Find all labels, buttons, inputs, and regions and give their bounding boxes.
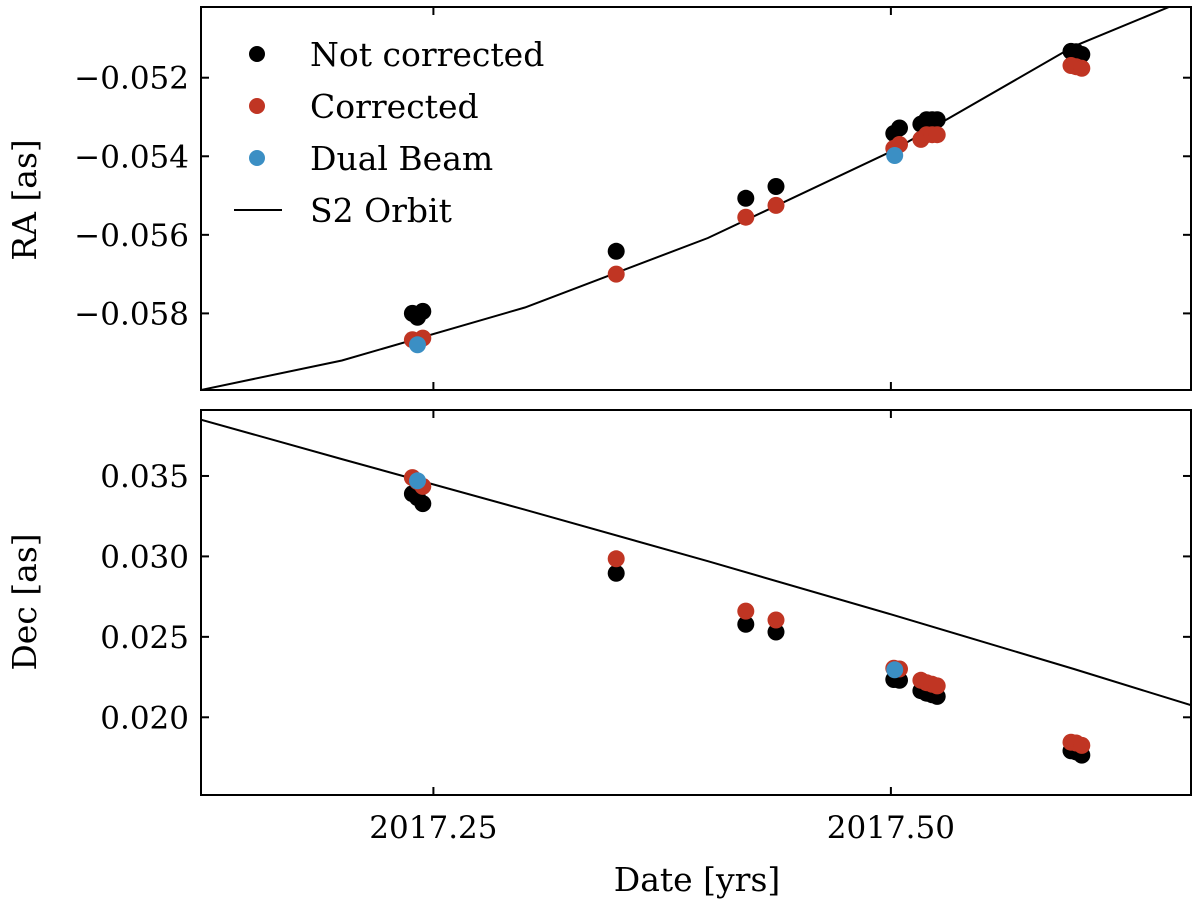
ra-panel: −0.058 −0.056 −0.054 −0.052 RA [as] Not cor… [5,6,1192,391]
dec-point-dual-beam [886,661,904,679]
dec-point-corrected [1073,736,1091,754]
legend-marker-not-corrected [249,46,265,62]
dec-plot-frame [200,409,1192,796]
dec-s2-orbit-line [201,418,1191,707]
dec-point-corrected [767,611,785,629]
legend: Not corrected Corrected Dual Beam S2 Orb… [234,35,544,230]
x-tick-label: 2017.50 [827,810,955,846]
dec-orbit-layer [201,418,1191,707]
dec-point-corrected [607,550,625,568]
ra-point-corrected [928,126,946,144]
legend-marker-dual-beam [249,150,265,166]
ra-point-not-corrected [928,111,946,129]
legend-label-not-corrected: Not corrected [310,35,544,74]
ra-points-layer [403,42,1091,354]
ra-ticks-layer: −0.058 −0.056 −0.054 −0.052 [74,7,1191,390]
ra-y-tick-label: −0.054 [74,139,189,175]
dec-point-not-corrected [414,495,432,513]
x-tick-label: 2017.25 [369,810,497,846]
dec-point-corrected [737,602,755,620]
dec-ticks-layer: 0.020 0.025 0.030 0.035 2017.25 2017.50 [100,410,1191,846]
ra-point-corrected [767,196,785,214]
ra-y-axis-label: RA [as] [5,139,44,261]
ra-point-not-corrected [607,242,625,260]
dec-points-layer [403,469,1091,764]
ra-y-tick-label: −0.058 [74,296,189,332]
ra-plot-frame [200,6,1192,391]
dec-point-not-corrected [607,564,625,582]
dec-y-tick-label: 0.020 [100,700,189,736]
legend-label-dual-beam: Dual Beam [310,139,493,178]
ra-point-corrected [737,208,755,226]
x-axis-label: Date [yrs] [614,860,781,899]
ra-point-not-corrected [767,178,785,195]
ra-point-not-corrected [737,189,755,207]
dec-panel: 0.020 0.025 0.030 0.035 2017.25 2017.50 Dec [… [5,409,1192,899]
legend-label-s2-orbit: S2 Orbit [310,191,452,230]
ra-point-corrected [1073,59,1091,77]
ra-point-dual-beam [409,336,426,354]
dec-y-tick-label: 0.025 [100,620,189,656]
dec-y-axis-label: Dec [as] [5,533,44,670]
dec-y-tick-label: 0.035 [100,459,189,495]
legend-label-corrected: Corrected [310,87,479,126]
ra-y-tick-label: −0.056 [74,218,189,254]
dec-y-tick-label: 0.030 [100,539,189,575]
legend-marker-corrected [249,98,265,114]
ra-point-dual-beam [886,147,904,164]
dec-point-not-corrected [767,623,785,641]
ra-point-corrected [607,265,625,283]
dec-point-corrected [928,677,946,695]
dec-point-not-corrected [737,615,755,633]
ra-point-not-corrected [891,119,908,137]
ra-point-not-corrected [414,302,432,320]
ra-y-tick-label: −0.052 [74,61,189,97]
dec-point-dual-beam [409,472,426,490]
